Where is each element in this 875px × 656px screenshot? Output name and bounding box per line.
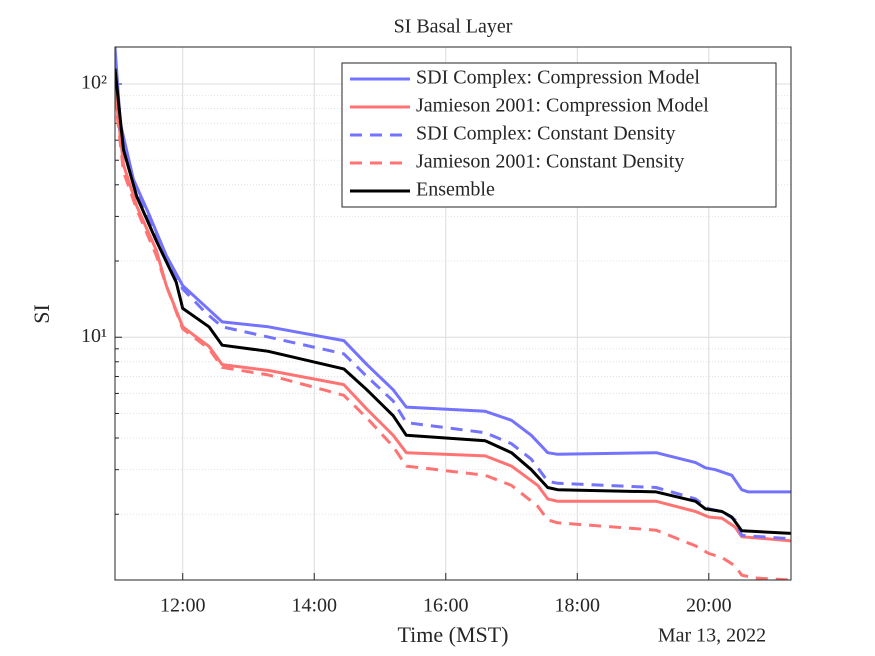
series-line <box>115 89 791 543</box>
chart-title: SI Basal Layer <box>394 16 513 38</box>
y-tick-label: 10¹ <box>81 325 107 347</box>
plot-lines <box>115 47 791 580</box>
series-line <box>115 47 791 494</box>
legend-label: Ensemble <box>416 179 495 201</box>
x-tick-label: 12:00 <box>160 595 206 617</box>
x-tick-label: 16:00 <box>423 595 469 617</box>
legend-label: SDI Complex: Compression Model <box>416 67 700 89</box>
y-axis-label: SI <box>29 304 54 324</box>
legend-label: SDI Complex: Constant Density <box>416 123 675 145</box>
series-line <box>115 95 791 580</box>
x-tick-label: 20:00 <box>686 595 732 617</box>
x-tick-label: 18:00 <box>555 595 601 617</box>
series-line <box>115 68 791 535</box>
date-label: Mar 13, 2022 <box>658 625 766 647</box>
axes-box <box>114 46 792 581</box>
legend-label: Jamieson 2001: Compression Model <box>416 95 709 117</box>
x-tick-label: 14:00 <box>291 595 337 617</box>
x-axis-label: Time (MST) <box>397 622 508 647</box>
legend-box <box>341 62 777 208</box>
legend-label: Jamieson 2001: Constant Density <box>416 151 684 173</box>
y-tick-label: 10² <box>81 72 107 94</box>
